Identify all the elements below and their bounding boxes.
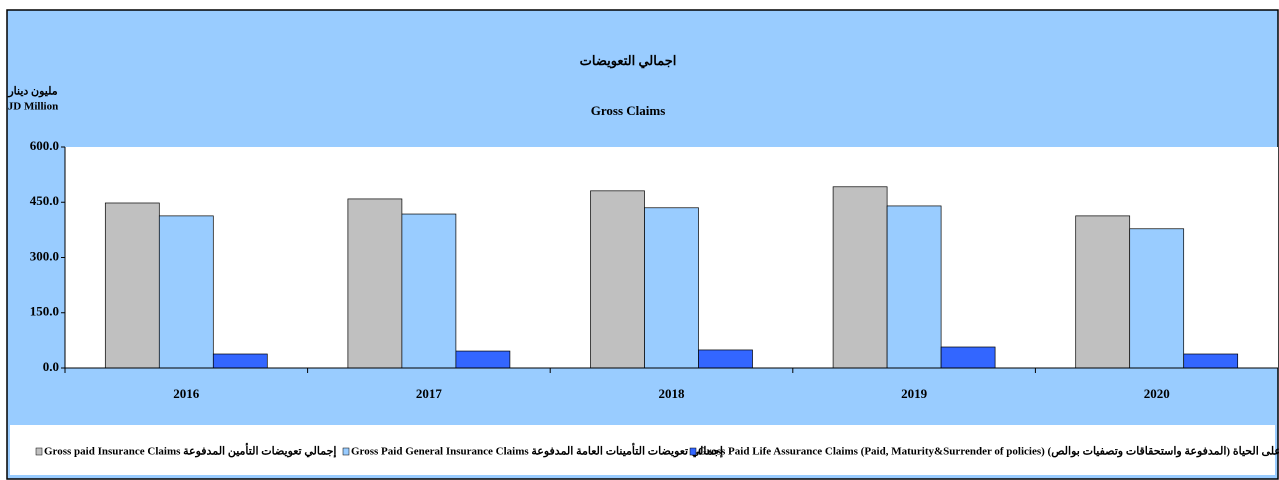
y-tick-label: 450.0 bbox=[30, 193, 59, 208]
x-tick-label: 2019 bbox=[901, 386, 928, 401]
x-tick-label: 2018 bbox=[659, 386, 686, 401]
bar bbox=[1129, 228, 1185, 369]
bar bbox=[158, 215, 214, 369]
bar bbox=[104, 202, 160, 369]
bar bbox=[832, 186, 888, 369]
bar bbox=[347, 198, 403, 369]
bar bbox=[590, 190, 645, 369]
bar bbox=[1075, 215, 1131, 369]
legend-swatch bbox=[342, 447, 350, 456]
y-axis-label-ar: مليون دينار bbox=[7, 86, 57, 98]
bar bbox=[1183, 353, 1239, 369]
chart-title: اجمالي التعويضات bbox=[580, 53, 677, 69]
bar bbox=[698, 349, 753, 369]
bar bbox=[212, 353, 268, 369]
x-tick-label: 2017 bbox=[416, 386, 443, 401]
legend-label: Gross Paid General Insurance Claims إجما… bbox=[351, 444, 723, 459]
chart-subtitle: Gross Claims bbox=[591, 103, 666, 118]
y-tick-label: 600.0 bbox=[30, 138, 59, 153]
bar bbox=[644, 207, 699, 369]
legend-label: Gross paid Insurance Claims إجمالي تعويض… bbox=[44, 444, 336, 459]
bar bbox=[886, 205, 942, 369]
x-tick-label: 2016 bbox=[173, 386, 200, 401]
x-tick-label: 2020 bbox=[1144, 386, 1170, 401]
y-axis-label: JD Million bbox=[8, 101, 58, 113]
y-tick-label: 0.0 bbox=[43, 359, 59, 374]
legend-swatch bbox=[689, 447, 697, 456]
legend-swatch bbox=[35, 447, 43, 456]
y-tick-label: 150.0 bbox=[30, 304, 59, 319]
legend-label: Gross Paid Life Assurance Claims (Paid, … bbox=[698, 444, 1279, 459]
legend-background bbox=[10, 425, 1275, 475]
bar bbox=[401, 213, 457, 369]
bar bbox=[455, 350, 511, 369]
bar bbox=[940, 346, 996, 369]
y-tick-label: 300.0 bbox=[30, 248, 59, 263]
